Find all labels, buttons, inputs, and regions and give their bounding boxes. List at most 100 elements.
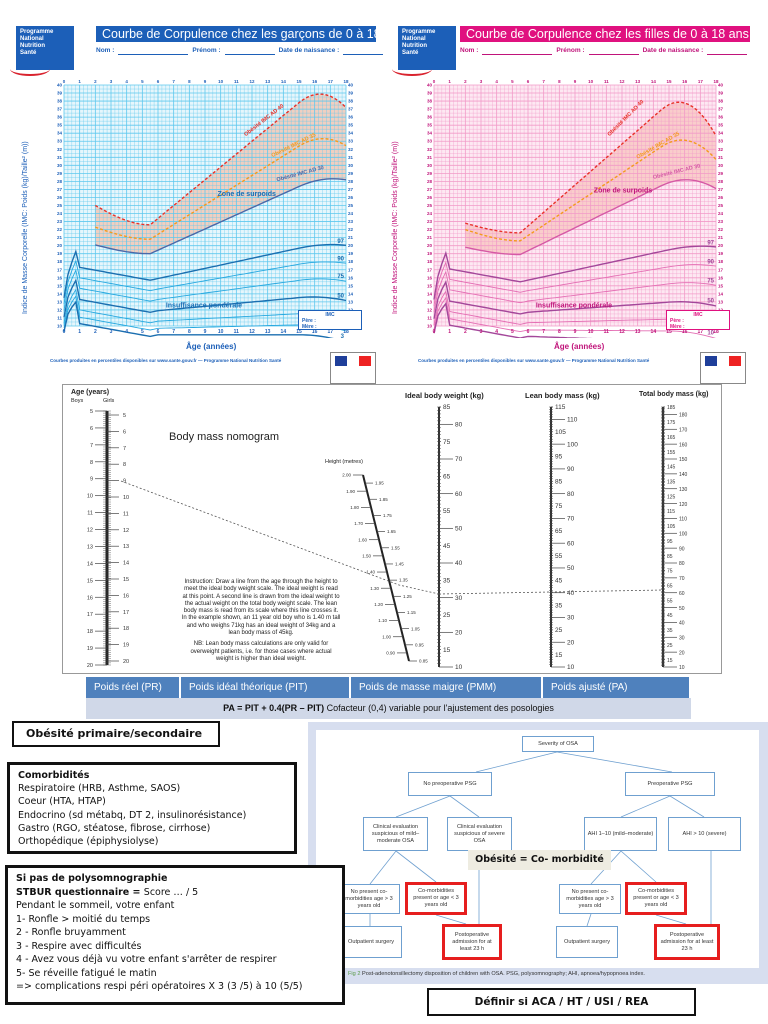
x-tick-label: 2 xyxy=(464,329,467,335)
imc-box: IMC Père : Mère : xyxy=(298,310,362,330)
x-tick-label: 10 xyxy=(588,329,594,335)
x-tick-label: 16 xyxy=(312,329,318,335)
x-tick-label: 9 xyxy=(204,329,207,335)
y-tick-label: 25 xyxy=(57,203,63,208)
y-tick-label: 40 xyxy=(718,83,724,88)
stbur-intro: Pendant le sommeil, votre enfant xyxy=(16,900,175,911)
lean-mass-tick-label: 55 xyxy=(555,553,563,560)
boys-age-tick-label: 14 xyxy=(87,561,93,567)
x-tick-label: 6 xyxy=(527,329,530,335)
height-axis xyxy=(362,474,410,662)
obesity-curve xyxy=(95,178,347,255)
y-tick-label: 27 xyxy=(57,187,63,192)
y-tick-label: 20 xyxy=(427,243,433,248)
stbur-heading: Si pas de polysomnographie xyxy=(16,873,168,884)
total-mass-tick-label: 90 xyxy=(679,546,685,552)
height-tick-label: 1.35 xyxy=(399,578,408,583)
girls-age-tick-label: 14 xyxy=(123,561,129,567)
percentile-curve-3 xyxy=(433,302,593,338)
prenom-input[interactable] xyxy=(224,47,275,55)
height-tick-label: 1.15 xyxy=(407,610,416,615)
lean-mass-tick-label: 60 xyxy=(567,540,575,547)
percentile-label: 90 xyxy=(707,259,714,265)
x-tick-label: 15 xyxy=(666,79,672,84)
dob-input[interactable] xyxy=(707,47,748,55)
boys-age-tick-label: 10 xyxy=(87,494,93,500)
y-tick-label: 14 xyxy=(427,291,433,296)
node-ahi-mild: AHI 1–10 (mild–moderate) xyxy=(584,817,657,851)
x-tick-label: 8 xyxy=(558,329,561,335)
girls-age-tick-label: 13 xyxy=(123,544,129,550)
total-mass-tick-label: 185 xyxy=(667,405,676,411)
y-tick-label: 32 xyxy=(348,147,354,152)
lean-mass-tick-label: 80 xyxy=(567,491,575,498)
nom-input[interactable] xyxy=(118,47,189,55)
y-tick-label: 39 xyxy=(427,91,433,96)
y-tick-label: 33 xyxy=(348,139,354,144)
ideal-weight-tick-label: 20 xyxy=(455,630,463,637)
y-tick-label: 13 xyxy=(57,299,63,304)
x-tick-label: 12 xyxy=(619,79,625,84)
total-mass-tick-label: 115 xyxy=(667,509,675,515)
ideal-weight-tick-label: 70 xyxy=(455,456,463,463)
x-tick-label: 16 xyxy=(682,79,688,84)
stbur-item: 1- Ronfle > moitié du temps xyxy=(16,913,151,925)
height-tick-label: 2.00 xyxy=(342,473,351,478)
height-tick-label: 1.55 xyxy=(391,545,400,550)
y-tick-label: 29 xyxy=(718,171,724,176)
node-severe-clinical: Clinical evaluation suspicious of severe… xyxy=(447,817,512,851)
total-mass-tick-label: 55 xyxy=(667,598,673,604)
x-tick-label: 9 xyxy=(574,329,577,335)
y-tick-label: 23 xyxy=(718,219,724,224)
lean-mass-tick-label: 100 xyxy=(567,441,578,448)
x-tick-label: 15 xyxy=(296,329,302,335)
y-tick-label: 24 xyxy=(57,211,63,216)
zone-insuffisance-label: Insuffisance pondérale xyxy=(166,303,242,310)
y-tick-label: 25 xyxy=(718,203,724,208)
table-header-row: Poids réel (PR) Poids idéal théorique (P… xyxy=(86,677,691,698)
y-tick-label: 18 xyxy=(718,259,724,264)
boys-bmi-chart: Programme National Nutrition Santé Courb… xyxy=(8,14,384,384)
node-outpatient-left: Outpatient surgery xyxy=(340,926,402,958)
node-no-comorbidities-left: No present co-morbidities age > 3 years … xyxy=(338,884,400,914)
x-tick-label: 3 xyxy=(110,329,113,335)
boys-label: Boys xyxy=(71,398,84,404)
prenom-input[interactable] xyxy=(588,47,639,55)
ideal-weight-tick-label: 75 xyxy=(443,439,451,446)
x-tick-label: 12 xyxy=(249,79,255,84)
height-tick-label: 1.75 xyxy=(383,513,392,518)
height-scale-label: Height (metres) xyxy=(325,459,363,465)
y-tick-label: 13 xyxy=(348,299,354,304)
y-tick-label: 37 xyxy=(348,107,354,112)
percentile-curve-3 xyxy=(63,300,334,338)
total-mass-tick-label: 175 xyxy=(667,420,676,426)
y-tick-label: 17 xyxy=(348,267,354,272)
node-no-preop-psg: No preoperative PSG xyxy=(408,772,492,796)
x-tick-label: 0 xyxy=(63,79,66,84)
x-tick-label: 7 xyxy=(172,79,175,84)
stbur-item: 4 - Avez vous déjà vu votre enfant s'arr… xyxy=(16,954,277,965)
y-tick-label: 26 xyxy=(718,195,724,200)
y-tick-label: 17 xyxy=(718,267,724,272)
y-tick-label: 31 xyxy=(348,155,354,160)
x-tick-label: 7 xyxy=(172,329,175,335)
percentile-label: 75 xyxy=(707,278,714,284)
girls-age-tick-label: 18 xyxy=(123,626,129,632)
nom-label: Nom : xyxy=(96,47,115,54)
nom-input[interactable] xyxy=(482,47,553,55)
girls-age-tick-label: 7 xyxy=(123,446,126,452)
x-tick-label: 6 xyxy=(527,79,530,84)
y-tick-label: 18 xyxy=(348,259,354,264)
x-tick-label: 18 xyxy=(713,79,719,84)
pnns-logo: Programme National Nutrition Santé xyxy=(392,26,456,76)
x-tick-label: 14 xyxy=(281,79,287,84)
percentile-label: 10 xyxy=(707,331,714,337)
y-tick-label: 19 xyxy=(57,251,63,256)
logo-swoosh-icon xyxy=(392,62,432,76)
dob-input[interactable] xyxy=(343,47,384,55)
y-tick-label: 11 xyxy=(427,315,432,320)
total-mass-tick-label: 20 xyxy=(679,650,685,656)
ideal-weight-tick-label: 15 xyxy=(443,647,451,654)
comorbidity-item: Gastro (RGO, stéatose, fibrose, cirrhose… xyxy=(18,822,211,834)
x-tick-label: 17 xyxy=(698,79,704,84)
